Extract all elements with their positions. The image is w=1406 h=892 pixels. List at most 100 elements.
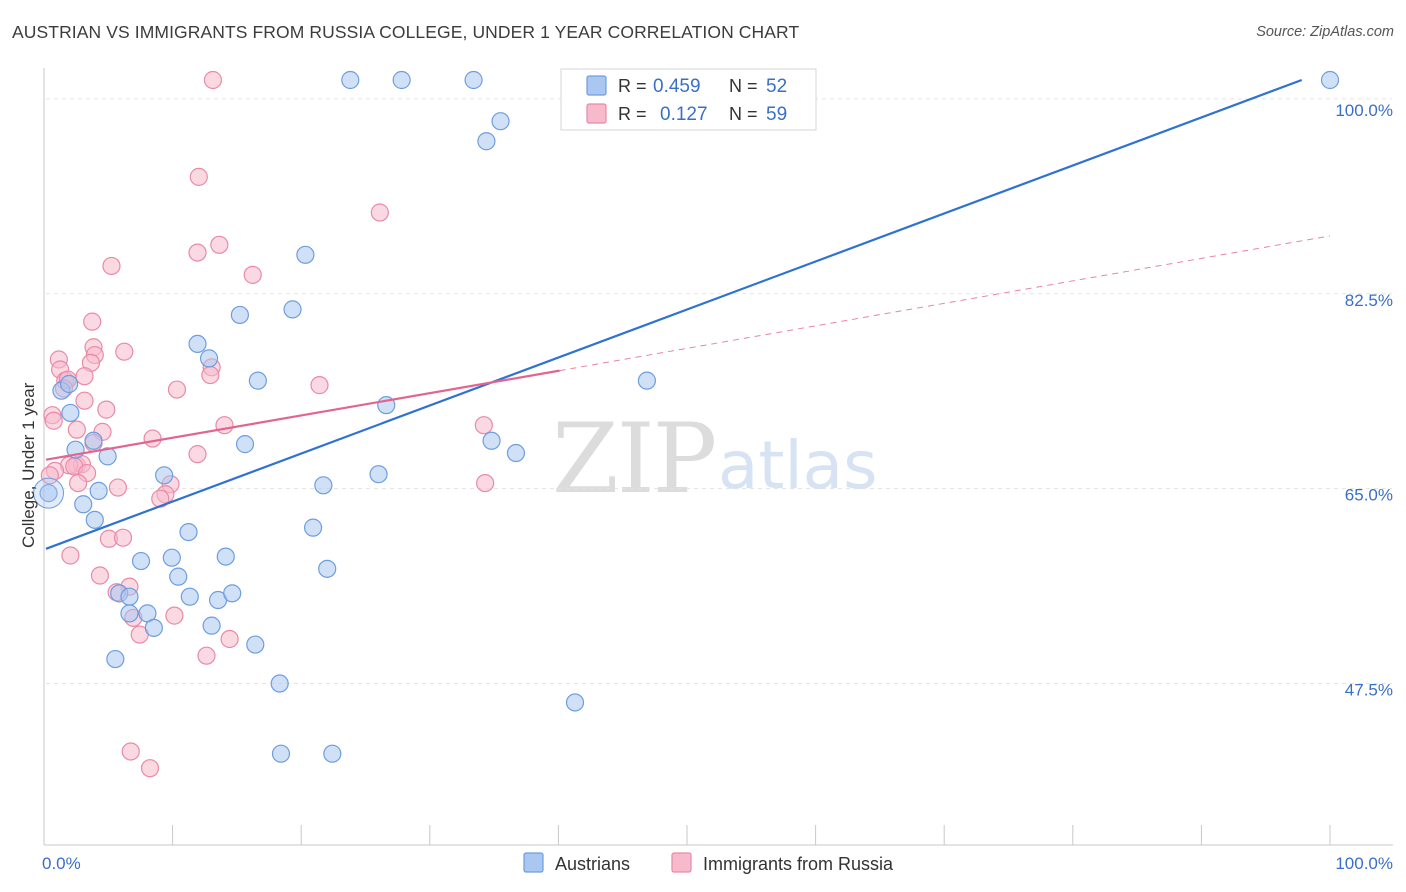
- russia-point: [189, 167, 208, 186]
- russia-point: [61, 546, 80, 565]
- y-tick-label: 47.5%: [1345, 681, 1393, 700]
- bottom-legend-label-austrians: Austrians: [555, 854, 630, 874]
- legend-swatch-austrians: [586, 75, 607, 96]
- austrian-point: [202, 616, 221, 635]
- y-tick-label: 65.0%: [1345, 486, 1393, 505]
- x-tick-label-left: 0.0%: [42, 854, 81, 873]
- russia-point: [68, 474, 88, 493]
- austrian-point: [144, 618, 163, 637]
- russia-point: [102, 256, 121, 276]
- trend-line-russia-extension: [559, 235, 1331, 372]
- russia-point: [75, 367, 94, 386]
- legend-n-label-austrians: N =: [729, 76, 758, 96]
- austrian-point: [477, 132, 496, 151]
- austrian-point: [464, 70, 483, 90]
- stats-legend: R = 0.459 N = 52 R = 0.127 N = 59: [560, 68, 817, 131]
- austrian-point: [179, 522, 198, 542]
- austrian-point: [1320, 70, 1340, 90]
- legend-n-value-russia: 59: [766, 104, 787, 125]
- austrian-point: [637, 371, 657, 390]
- austrian-point: [216, 547, 235, 566]
- russia-point: [113, 528, 133, 547]
- austrian-point: [131, 551, 151, 571]
- austrian-point: [283, 300, 302, 319]
- austrian-point: [106, 649, 125, 669]
- austrian-point: [39, 484, 58, 503]
- austrian-point: [61, 403, 80, 423]
- y-tick-label: 82.5%: [1345, 291, 1393, 310]
- austrian-point: [155, 466, 174, 485]
- austrian-point: [60, 374, 79, 394]
- austrian-point: [565, 693, 585, 712]
- source-label: Source: ZipAtlas.com: [1256, 24, 1394, 40]
- russia-point: [188, 445, 207, 464]
- austrian-point: [296, 245, 315, 264]
- russia-point: [75, 391, 94, 410]
- russia-point: [67, 420, 86, 439]
- austrian-point: [89, 481, 108, 500]
- austrian-point: [303, 518, 323, 537]
- austrian-point: [392, 70, 411, 90]
- austrian-point: [84, 431, 103, 450]
- watermark-atlas: atlas: [718, 427, 878, 504]
- trend-line-austrians: [45, 78, 1303, 550]
- legend-r-label-austrians: R =: [618, 76, 647, 96]
- chart-title: AUSTRIAN VS IMMIGRANTS FROM RUSSIA COLLE…: [12, 22, 800, 42]
- y-tick-labels: 100.0% 82.5% 65.0% 47.5%: [1335, 101, 1393, 700]
- austrian-point: [180, 587, 199, 606]
- austrian-point: [369, 465, 388, 484]
- y-axis-title: College, Under 1 year: [19, 382, 38, 548]
- russia-point: [197, 646, 216, 665]
- austrian-point: [223, 584, 242, 603]
- trend-lines: [45, 78, 1331, 550]
- austrian-point: [482, 431, 501, 450]
- watermark: ZIP atlas: [552, 403, 878, 515]
- austrian-cluster-point: [33, 477, 65, 509]
- austrian-point: [169, 567, 188, 586]
- russia-point: [83, 312, 102, 331]
- austrian-point: [270, 674, 289, 693]
- legend-n-label-russia: N =: [729, 104, 758, 124]
- austrian-point: [314, 476, 333, 495]
- russia-point: [115, 342, 134, 361]
- russia-point: [203, 70, 223, 90]
- grid-lines: [46, 98, 1392, 685]
- russia-point: [167, 380, 187, 399]
- austrian-point: [246, 635, 265, 654]
- russia-point: [210, 235, 229, 254]
- legend-r-value-russia: 0.127: [660, 104, 708, 125]
- russia-point: [165, 606, 184, 625]
- russia-point: [44, 411, 63, 430]
- legend-swatch-immigrants-from-russia: [586, 103, 607, 124]
- bottom-legend-label-russia: Immigrants from Russia: [703, 854, 894, 874]
- bottom-legend-swatch-austrians: [523, 852, 544, 873]
- austrian-point: [235, 435, 255, 454]
- russia-point: [140, 759, 160, 778]
- russia-point: [90, 566, 110, 585]
- series-austrians: [33, 70, 1340, 763]
- austrian-point: [230, 305, 249, 325]
- russia-point: [243, 265, 262, 284]
- russia-point: [474, 416, 493, 435]
- russia-point: [97, 400, 116, 419]
- axes: [43, 68, 1393, 846]
- series-immigrants-from-russia: [40, 70, 495, 778]
- bottom-legend: Austrians Immigrants from Russia: [523, 852, 894, 874]
- bottom-legend-swatch-russia: [671, 852, 692, 873]
- austrian-point: [506, 443, 526, 463]
- austrian-point: [120, 587, 139, 606]
- legend-r-value-austrians: 0.459: [653, 76, 701, 97]
- russia-point: [188, 243, 207, 262]
- y-tick-label: 100.0%: [1335, 101, 1393, 120]
- russia-point: [215, 416, 234, 435]
- russia-point: [143, 429, 162, 448]
- legend-r-label-russia: R =: [618, 104, 647, 124]
- austrian-point: [188, 334, 207, 354]
- austrian-point: [98, 447, 117, 466]
- austrian-point: [341, 70, 360, 90]
- russia-point: [121, 742, 140, 761]
- austrian-point: [318, 559, 337, 578]
- austrian-point: [323, 744, 342, 763]
- x-tick-label-right: 100.0%: [1335, 854, 1393, 873]
